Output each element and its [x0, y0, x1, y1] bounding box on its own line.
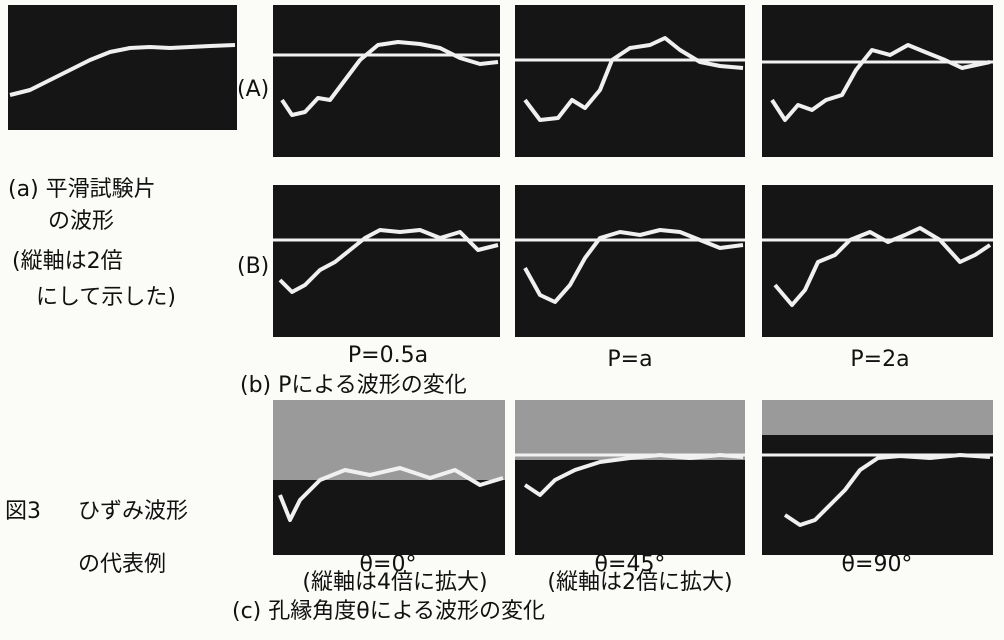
photo-a1 — [273, 5, 500, 157]
angle-label: θ=0° — [360, 552, 417, 577]
figure-caption: の代表例 — [78, 552, 166, 577]
photo-smooth — [8, 5, 237, 130]
note: (縦軸は2倍に拡大) — [547, 570, 732, 595]
note: (縦軸は4倍に拡大) — [302, 570, 487, 595]
figure-caption: ひずみ波形 — [78, 499, 188, 524]
photo-a2 — [515, 5, 745, 157]
angle-label: θ=45° — [595, 552, 666, 577]
caption-c: (c) 孔縁角度θによる波形の変化 — [232, 599, 545, 624]
caption-a: (a) 平滑試験片 — [8, 177, 156, 202]
figure-number: 図3 — [5, 499, 41, 524]
photo-b1 — [273, 185, 500, 337]
photo-c3 — [762, 400, 993, 555]
photo-b3 — [762, 185, 993, 337]
caption-a: の波形 — [48, 209, 114, 234]
caption-b: (b) Pによる波形の変化 — [240, 373, 467, 398]
row-label: (A) — [237, 77, 269, 102]
column-label: P=0.5a — [348, 343, 428, 368]
column-label: P=a — [607, 347, 652, 372]
photo-b2 — [515, 185, 745, 337]
row-label: (B) — [237, 254, 269, 279]
column-label: P=2a — [850, 347, 909, 372]
photo-a3 — [762, 5, 993, 157]
caption-a: にして示した) — [36, 285, 176, 310]
photo-c2 — [515, 400, 745, 555]
caption-a: (縦軸は2倍 — [12, 249, 123, 274]
photo-c1 — [273, 400, 505, 555]
angle-label: θ=90° — [842, 552, 913, 577]
